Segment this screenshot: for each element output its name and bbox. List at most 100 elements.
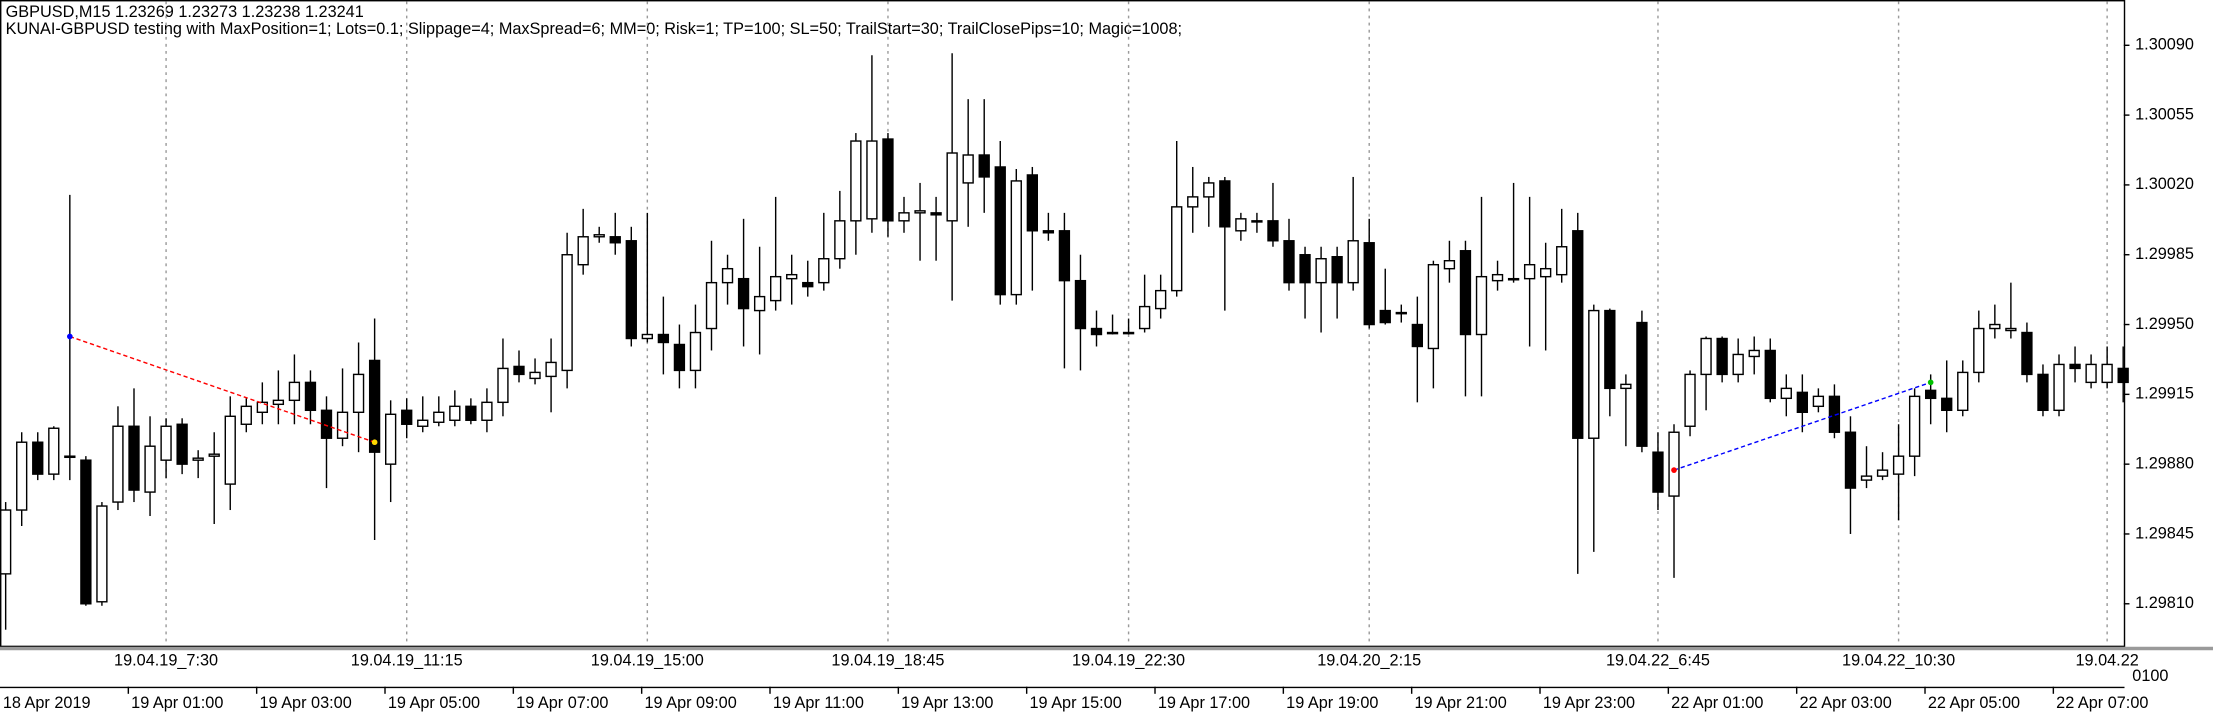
candle-body	[962, 154, 974, 184]
candle-body	[433, 411, 445, 423]
vline-label: 19.04.22_6:45	[1606, 652, 1710, 670]
candle-body	[1042, 230, 1055, 234]
candle-body	[1507, 277, 1520, 281]
candle-body	[1684, 373, 1696, 427]
candle-body	[1347, 240, 1359, 284]
candle-body	[256, 401, 268, 414]
candle-body	[689, 331, 702, 372]
y-tick-label: 1.29985	[2135, 245, 2194, 263]
candle-body	[176, 423, 188, 465]
candle-body	[32, 441, 44, 475]
candle-body	[1058, 230, 1071, 282]
candle-body	[64, 455, 76, 459]
trade-open-marker	[66, 333, 73, 340]
candle-body	[898, 212, 910, 222]
x-tick-label: 19 Apr 09:00	[645, 694, 737, 712]
candle-body	[673, 343, 686, 372]
candle-body	[144, 445, 156, 493]
candle-body	[1171, 206, 1183, 292]
y-tick-label: 1.30020	[2135, 175, 2194, 193]
candle-body	[930, 212, 942, 216]
candle-body	[1989, 323, 2001, 330]
vline-label: 19.04.19_18:45	[831, 652, 944, 670]
candle-body	[1957, 371, 1969, 412]
candle-body	[1780, 387, 1792, 400]
candle-body	[545, 361, 557, 378]
x-tick-label: 22 Apr 01:00	[1671, 694, 1763, 712]
candle-body	[1556, 246, 1568, 276]
candle-body	[0, 509, 12, 575]
candle-body	[978, 154, 990, 178]
chart-subtitle: KUNAI-GBPUSD testing with MaxPosition=1;…	[6, 20, 1182, 38]
candle-body	[850, 140, 862, 222]
candle-body	[1764, 349, 1776, 400]
candle-body	[1812, 395, 1825, 408]
candle-body	[320, 409, 333, 439]
candle-body	[1668, 431, 1680, 497]
candle-body	[753, 295, 766, 312]
candle-body	[2117, 367, 2129, 384]
x-tick-label: 19 Apr 21:00	[1415, 694, 1507, 712]
y-tick-label: 1.29880	[2135, 454, 2194, 472]
candle-body	[401, 409, 413, 425]
candle-body	[737, 277, 750, 310]
trade-open-marker	[1671, 467, 1677, 473]
candle-body	[1636, 321, 1648, 447]
candle-body	[786, 273, 798, 280]
candle-body	[1475, 275, 1488, 336]
x-tick-label: 18 Apr 2019	[3, 694, 91, 712]
x-tick-label: 19 Apr 01:00	[131, 694, 223, 712]
trade-close-marker	[1927, 379, 1934, 386]
candle-body	[96, 505, 108, 603]
candle-body	[112, 425, 124, 503]
candle-body	[2037, 373, 2049, 412]
candle-body	[1716, 337, 1728, 376]
candle-body	[866, 140, 878, 220]
candle-body	[449, 405, 461, 421]
candle-body	[946, 152, 958, 222]
candle-body	[641, 333, 653, 340]
candle-body	[1732, 353, 1744, 376]
candle-body	[834, 220, 846, 260]
candle-body	[1973, 327, 1985, 374]
candle-body	[802, 281, 814, 288]
candle-body	[721, 267, 734, 284]
candle-body	[1588, 309, 1600, 439]
candle-body	[1363, 242, 1375, 326]
candle-body	[1908, 395, 1921, 457]
chart-title: GBPUSD,M15 1.23269 1.23273 1.23238 1.232…	[6, 3, 364, 21]
candle-body	[1892, 455, 1905, 475]
candle-body	[914, 210, 926, 214]
candle-body	[1138, 305, 1151, 330]
vline-label: 19.04.22	[2075, 652, 2138, 670]
candle-body	[2005, 327, 2017, 332]
candle-body	[1876, 469, 1889, 477]
candle-body	[1572, 230, 1584, 439]
trade-close-marker	[371, 439, 378, 446]
trade-line	[1673, 381, 1931, 471]
candle-body	[1411, 323, 1424, 348]
corner-label: 0100	[2132, 667, 2168, 685]
x-tick-label: 19 Apr 05:00	[388, 694, 480, 712]
x-tick-label: 19 Apr 07:00	[516, 694, 608, 712]
candle-body	[160, 425, 172, 461]
plot-frame	[0, 0, 2126, 648]
candle-body	[1860, 475, 1873, 481]
x-tick-label: 19 Apr 13:00	[901, 694, 993, 712]
candle-body	[465, 405, 477, 421]
candle-body	[625, 240, 637, 340]
candle-body	[1844, 431, 1857, 489]
candle-body	[1187, 196, 1199, 208]
candle-body	[1251, 220, 1263, 223]
candle-body	[1828, 395, 1841, 433]
candle-body	[2053, 363, 2065, 412]
candle-body	[1379, 309, 1391, 324]
candle-body	[1925, 389, 1937, 400]
x-tick-label: 22 Apr 05:00	[1928, 694, 2020, 712]
candle-body	[2021, 331, 2033, 376]
candle-body	[481, 401, 493, 421]
vline-label: 19.04.19_11:15	[351, 652, 463, 670]
candle-body	[529, 371, 541, 380]
candle-body	[1203, 182, 1215, 198]
candle-body	[16, 441, 28, 511]
